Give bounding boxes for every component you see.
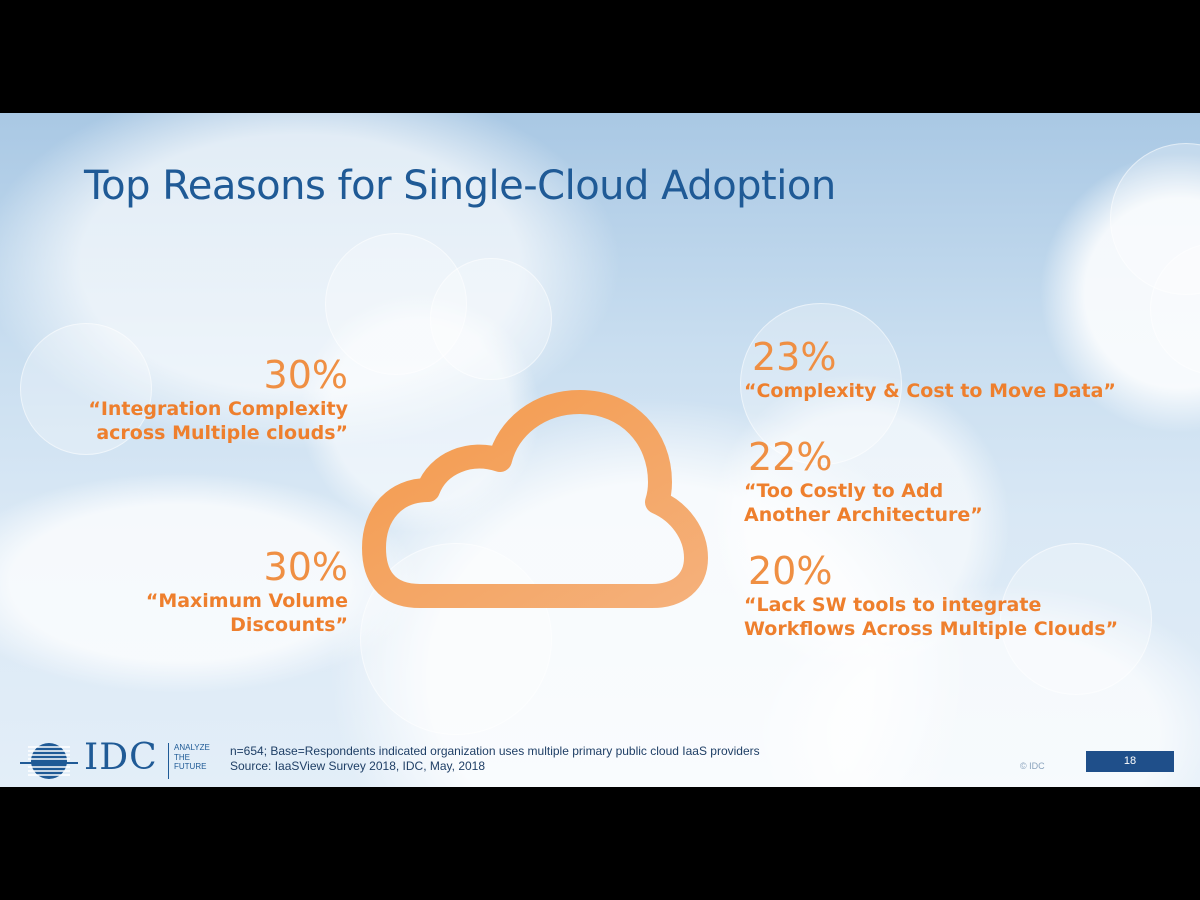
stat-quote: “Lack SW tools to integrate Workflows Ac… xyxy=(744,594,1119,640)
footnote: n=654; Base=Respondents indicated organi… xyxy=(230,744,760,774)
stat-quote: “Complexity & Cost to Move Data” xyxy=(744,380,1116,402)
stat-too-costly: 22% “Too Costly to Add Another Architect… xyxy=(744,435,983,527)
background-bubble xyxy=(1000,543,1152,695)
logo-tagline: ANALYZE THE FUTURE xyxy=(174,743,210,771)
copyright: © IDC xyxy=(1020,761,1045,771)
stat-quote: “Integration Complexity across Multiple … xyxy=(88,398,348,444)
stat-lack-sw-tools: 20% “Lack SW tools to integrate Workflow… xyxy=(744,549,1118,641)
stat-quote: “Maximum Volume Discounts” xyxy=(145,590,348,636)
footnote-source: Source: IaaSView Survey 2018, IDC, May, … xyxy=(230,759,486,773)
slide: Top Reasons for Single-Cloud Adoption 30… xyxy=(0,113,1200,787)
stat-integration-complexity: 30% “Integration Complexity across Multi… xyxy=(88,353,348,445)
footnote-base: n=654; Base=Respondents indicated organi… xyxy=(230,744,760,758)
logo-divider xyxy=(168,743,169,779)
cloud-icon xyxy=(362,390,708,608)
stat-percent: 23% xyxy=(752,335,837,379)
background-bubble xyxy=(430,258,552,380)
page-number: 18 xyxy=(1086,751,1174,772)
stat-volume-discounts: 30% “Maximum Volume Discounts” xyxy=(146,545,348,637)
stat-cost-to-move-data: 23% “Complexity & Cost to Move Data” xyxy=(744,335,1116,403)
stat-percent: 22% xyxy=(748,435,833,479)
stat-percent: 30% xyxy=(263,353,348,397)
stat-percent: 20% xyxy=(748,549,833,593)
idc-logo-text: IDC xyxy=(84,737,158,778)
background-bubble xyxy=(740,303,902,465)
stat-percent: 30% xyxy=(263,545,348,589)
slide-title: Top Reasons for Single-Cloud Adoption xyxy=(84,163,836,209)
background-bubble xyxy=(20,323,152,455)
stat-quote: “Too Costly to Add Another Architecture” xyxy=(744,480,983,526)
idc-globe-icon xyxy=(20,743,78,779)
